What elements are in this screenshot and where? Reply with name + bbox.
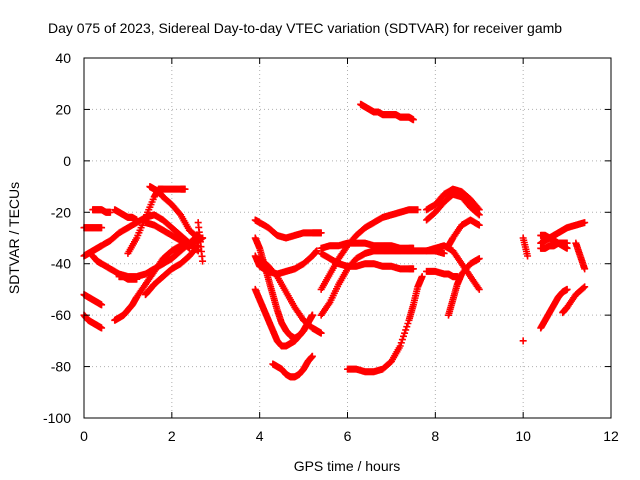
data-point-arc-f <box>106 208 114 216</box>
data-point-arc-am <box>581 265 589 273</box>
data-point-arc-ag <box>524 252 532 260</box>
grid <box>84 58 611 418</box>
data-points <box>80 100 589 381</box>
y-tick-label: 20 <box>55 101 71 117</box>
data-point-arc-an <box>580 284 588 292</box>
data-point-arc-ae <box>475 255 483 263</box>
x-tick-label: 8 <box>431 428 439 444</box>
data-point-arc-j <box>181 185 189 193</box>
x-tick-label: 6 <box>344 428 352 444</box>
x-tick-label: 10 <box>515 428 531 444</box>
data-point-arc-af <box>475 221 483 229</box>
data-point-arc-y <box>404 320 412 327</box>
data-point-arc-y <box>399 332 407 340</box>
data-point-arc-n <box>199 257 207 265</box>
data-point-arc-y <box>398 336 406 344</box>
data-point-arc-y <box>401 329 409 337</box>
tick-labels: 0 2 4 6 8 10 12 -100 -80 -60 -40 -20 0 20 40 <box>43 50 619 444</box>
data-point-arc-q <box>313 247 321 255</box>
data-point-arc-e <box>98 324 106 332</box>
data-point-arc-k <box>184 243 192 251</box>
y-tick-label: -60 <box>51 307 71 323</box>
y-tick-label: 40 <box>55 50 71 66</box>
data-point-arc-y <box>403 323 411 331</box>
axis-ticks <box>83 57 612 419</box>
y-tick-label: 0 <box>63 153 71 169</box>
x-tick-label: 0 <box>80 428 88 444</box>
data-point-arc-t <box>308 352 316 360</box>
data-point-arc-ac <box>475 285 483 293</box>
data-point-arc-r <box>308 311 316 319</box>
data-point-arc-y <box>397 339 405 347</box>
data-point-arc-k <box>185 244 193 252</box>
y-tick-label: -20 <box>51 204 71 220</box>
data-point-arc-ah <box>519 337 527 345</box>
data-point-arc-s <box>317 329 325 337</box>
data-point-arc-a <box>98 224 106 232</box>
data-point-arc-al <box>563 239 571 247</box>
y-tick-label: -100 <box>43 410 71 426</box>
data-point-arc-y <box>418 273 426 281</box>
y-tick-label: -40 <box>51 256 71 272</box>
data-point-arc-ab <box>475 211 483 219</box>
data-point-arc-y <box>396 342 404 350</box>
chart-title: Day 075 of 2023, Sidereal Day-to-day VTE… <box>48 20 562 36</box>
data-point-arc-y <box>402 326 410 334</box>
data-point-arc-an <box>581 283 589 291</box>
y-axis-label: SDTVAR / TECUs <box>6 182 22 294</box>
data-point-arc-aj <box>581 219 589 227</box>
data-point-arc-z <box>409 116 417 124</box>
y-tick-label: -80 <box>51 359 71 375</box>
data-point-arc-p <box>317 229 325 237</box>
x-tick-label: 4 <box>256 428 264 444</box>
data-point-arc-x <box>409 265 417 273</box>
x-axis-label: GPS time / hours <box>294 458 401 474</box>
x-tick-label: 12 <box>603 428 619 444</box>
data-point-arc-h <box>133 275 141 283</box>
data-point-arc-i <box>133 216 141 224</box>
data-point-arc-v <box>440 249 448 257</box>
data-point-arc-ai <box>563 285 571 293</box>
data-point-arc-w <box>409 244 417 252</box>
x-tick-label: 2 <box>168 428 176 444</box>
data-point-arc-ab <box>474 210 482 218</box>
data-point-arc-d <box>98 301 106 309</box>
data-point-arc-u <box>414 206 422 214</box>
